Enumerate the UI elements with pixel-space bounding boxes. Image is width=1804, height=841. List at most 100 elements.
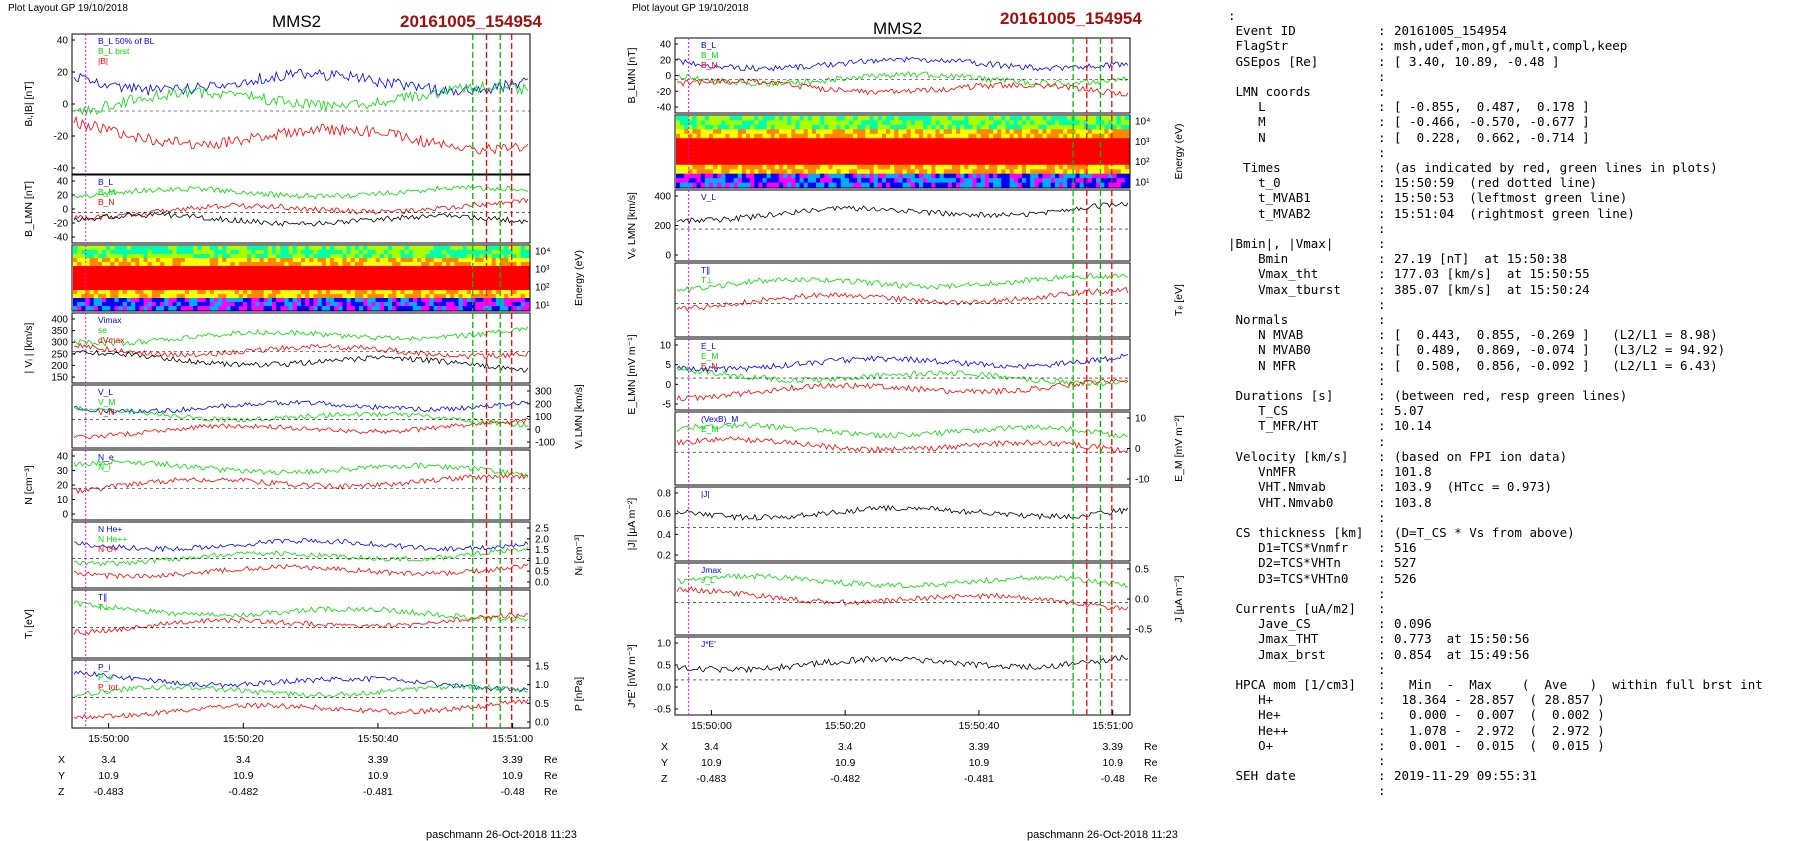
spectrogram-cell <box>363 250 368 255</box>
spectrogram-cell <box>1034 124 1039 130</box>
spectrogram-cell <box>147 250 153 255</box>
spectrogram-cell <box>877 160 883 166</box>
spectrogram-cell <box>1100 120 1105 126</box>
spectrogram-cell <box>433 294 439 299</box>
spectrogram-cell <box>737 151 743 157</box>
spectrogram-cell <box>1030 116 1035 121</box>
spectrogram-cell <box>692 133 698 139</box>
spectrogram-cell <box>861 129 866 135</box>
spectrogram-cell <box>267 290 273 295</box>
spectrogram-cell <box>1124 151 1130 157</box>
spectrogram-cell <box>247 282 252 287</box>
spectrogram-cell <box>1075 147 1081 153</box>
spectrogram-cell <box>193 286 198 291</box>
spectrogram-cell <box>446 266 451 271</box>
spectrogram-cell <box>680 169 685 175</box>
spectrogram-cell <box>143 270 149 275</box>
spectrogram-cell <box>81 294 86 299</box>
spectrogram-cell <box>209 254 215 259</box>
spectrogram-cell <box>73 274 78 279</box>
spectrogram-cell <box>330 302 335 307</box>
legend-label: B_L <box>701 40 716 50</box>
spectrogram-cell <box>172 282 178 287</box>
spectrogram-cell <box>844 138 850 144</box>
spectrogram-cell <box>1071 138 1076 144</box>
spectrogram-cell <box>77 266 82 271</box>
spectrogram-cell <box>504 302 509 307</box>
spectrogram-cell <box>1083 155 1089 161</box>
spectrogram-cell <box>704 169 710 175</box>
spectrogram-cell <box>205 254 211 259</box>
spectrogram-cell <box>147 282 153 287</box>
spectrogram-cell <box>213 302 219 307</box>
spectrogram-cell <box>840 169 846 175</box>
spectrogram-cell <box>342 302 348 307</box>
spectrogram-cell <box>524 286 530 291</box>
spectrogram-cell <box>466 298 472 303</box>
spectrogram-cell <box>184 286 190 291</box>
spectrogram-cell <box>284 290 290 295</box>
spectrogram-cell <box>168 270 173 275</box>
spectrogram-cell <box>708 160 714 166</box>
spectrogram-cell <box>960 169 965 175</box>
spectrogram-cell <box>267 282 273 287</box>
spectrogram-cell <box>504 250 509 255</box>
spectrogram-cell <box>143 306 149 311</box>
spectrogram-cell <box>363 266 368 271</box>
spectrogram-cell <box>1026 178 1031 184</box>
spectrogram-cell <box>189 278 194 283</box>
spectrogram-cell <box>122 302 128 307</box>
spectrogram-cell <box>1054 182 1060 188</box>
spectrogram-cell <box>334 250 339 255</box>
spectrogram-cell <box>516 278 522 283</box>
spectrogram-cell <box>1100 138 1105 144</box>
spectrogram-cell <box>1063 155 1068 161</box>
spectrogram-cell <box>388 266 393 271</box>
spectrogram-cell <box>741 164 747 170</box>
spectrogram-cell <box>1104 116 1109 121</box>
summary-value: 103.8 <box>1394 494 1432 510</box>
spectrogram-cell <box>446 306 451 311</box>
spectrogram-cell <box>713 129 718 135</box>
spectrogram-cell <box>458 270 464 275</box>
spectrogram-cell <box>164 266 169 271</box>
spectrogram-cell <box>927 169 932 175</box>
spectrogram-cell <box>1059 164 1064 170</box>
spectrogram-cell <box>209 270 215 275</box>
spectrogram-cell <box>989 147 994 153</box>
spectrogram-cell <box>746 142 751 148</box>
spectrogram-cell <box>956 147 961 153</box>
spectrogram-cell <box>820 169 825 175</box>
spectrogram-cell <box>330 246 335 251</box>
spectrogram-cell <box>102 306 107 311</box>
spectrogram-cell <box>737 129 743 135</box>
spectrogram-cell <box>1096 116 1101 121</box>
series-line <box>73 349 529 374</box>
pos-row-value: 3.4 <box>101 754 116 766</box>
spectrogram-cell <box>466 294 472 299</box>
spectrogram-cell <box>1059 155 1064 161</box>
spectrogram-cell <box>762 120 768 126</box>
spectrogram-cell <box>943 160 949 166</box>
spectrogram-cell <box>392 274 397 279</box>
spectrogram-cell <box>680 164 685 170</box>
spectrogram-cell <box>1083 151 1089 157</box>
spectrogram-cell <box>97 282 103 287</box>
spectrogram-cell <box>417 254 422 259</box>
spectrogram-cell <box>135 270 140 275</box>
spectrogram-cell <box>881 151 887 157</box>
spectrogram-cell <box>873 138 879 144</box>
spectrogram-cell <box>832 142 838 148</box>
spectrogram-cell <box>1071 147 1076 153</box>
spectrogram-cell <box>951 133 957 139</box>
spectrogram-cell <box>193 258 198 263</box>
spectrogram-cell <box>997 124 1002 130</box>
spectrogram-cell <box>168 282 173 287</box>
spectrogram-cell <box>487 262 493 267</box>
spectrogram-cell <box>746 120 751 126</box>
spectrogram-cell <box>388 274 393 279</box>
spectrogram-cell <box>1067 155 1072 161</box>
summary-key: T_CS <box>1228 403 1289 419</box>
spectrogram-cell <box>433 266 439 271</box>
spectrogram-cell <box>1026 142 1031 148</box>
